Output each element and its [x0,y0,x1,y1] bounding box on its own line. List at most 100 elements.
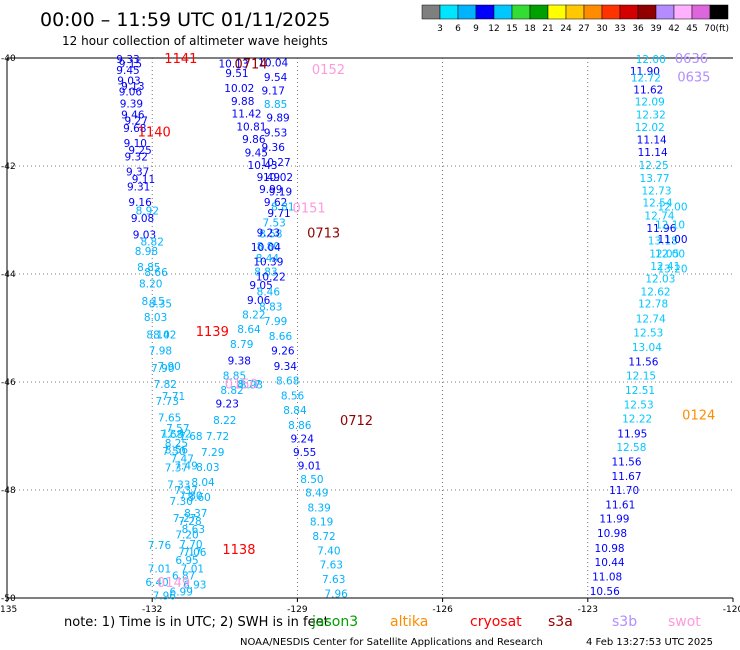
pass-time-label: 1140 [138,125,171,140]
data-point-label: 6.95 [175,555,198,567]
data-point-label: 11.90 [630,66,660,78]
color-scale-label: 24 [560,24,572,34]
data-point-label: 9.26 [271,346,295,358]
data-point-label: 7.63 [322,574,345,586]
data-point-label: 11.67 [611,471,641,483]
data-point-label: 8.85 [137,262,160,274]
data-point-label: 12.10 [655,219,685,231]
data-point-label: 7.99 [264,316,287,328]
color-scale-swatch [529,4,549,20]
data-point-label: 8.39 [307,502,330,514]
data-point-label: 9.24 [291,434,315,446]
color-scale-swatch [457,4,477,20]
data-point-label: 7.90 [151,363,174,375]
data-point-label: 9.15 [119,58,142,70]
data-point-label: 8.46 [257,286,281,298]
data-point-label: 8.04 [191,477,215,489]
footer-credit: NOAA/NESDIS Center for Satellite Applica… [240,637,543,648]
data-point-label: 7.98 [149,346,172,358]
data-point-label: 9.23 [216,399,239,411]
data-point-label: 12.58 [616,442,646,454]
data-point-label: 8.14 [146,329,170,341]
data-point-label: 12.78 [638,299,668,311]
data-point-label: 12.62 [641,286,671,298]
data-point-label: 8.63 [182,524,205,536]
color-scale-swatch [493,4,513,20]
data-point-label: 12.41 [650,261,680,273]
data-point-label: 9.19 [269,186,292,198]
data-point-label: 7.76 [148,540,172,552]
data-point-label: 8.98 [135,246,158,258]
data-point-label: 8.80 [257,241,280,253]
y-tick-label: -50 [1,594,16,604]
data-point-label: 9.03 [133,230,156,242]
data-point-label: 11.61 [605,500,635,512]
y-tick-label: -48 [1,486,16,496]
data-point-label: 13.77 [640,173,670,185]
data-point-label: 8.15 [141,296,164,308]
color-scale-label: 9 [473,24,479,34]
data-point-label: 8.66 [269,331,293,343]
data-point-label: 8.83 [254,266,277,278]
pass-time-label: 0149 [157,576,190,591]
x-tick-label: -132 [142,605,162,615]
data-point-label: 12.00 [657,202,687,214]
data-point-label: 9.39 [120,98,143,110]
data-point-label: 8.22 [242,310,265,322]
data-point-label: 12.53 [624,400,654,412]
data-point-label: 8.44 [256,253,280,265]
data-point-label: 7.47 [171,454,194,466]
data-point-label: 8.56 [281,391,305,403]
data-point-label: 11.14 [637,135,667,147]
data-point-label: 8.37 [184,508,207,520]
data-point-label: 9.06 [119,86,143,98]
data-point-label: 8.77 [237,379,260,391]
y-tick-label: -44 [1,270,16,280]
data-point-label: 7.50 [162,446,185,458]
color-scale-swatch [547,4,567,20]
color-scale-swatch [583,4,603,20]
data-point-label: 12.03 [645,273,675,285]
pass-time-label: 1139 [196,325,229,340]
data-point-label: 9.38 [228,355,251,367]
data-point-label: 8.66 [144,267,168,279]
data-point-label: 9.32 [125,151,148,163]
x-tick-label: -129 [287,605,308,615]
data-point-label: 8.83 [259,301,282,313]
data-point-label: 9.33 [116,54,139,66]
data-point-label: 11.56 [611,456,641,468]
data-point-label: 12.73 [641,185,671,197]
data-point-label: 13.04 [632,342,662,354]
data-point-label: 11.42 [232,109,262,121]
data-point-label: 12.54 [642,198,672,210]
data-point-label: 9.11 [132,174,155,186]
data-point-label: 7.17 [178,547,201,559]
data-point-label: 7.37 [174,485,197,497]
data-point-label: 11.70 [609,485,639,497]
satellite-legend-entry: altika [390,614,428,630]
data-point-label: 9.34 [274,361,298,373]
data-point-label: 13.18 [648,236,678,248]
plot-area [6,57,733,599]
grid-lines [6,58,734,602]
data-point-label: 8.81 [271,202,294,214]
data-point-label: 9.86 [242,134,266,146]
y-tick-label: -40 [1,54,16,64]
data-point-label: 9.68 [123,123,146,135]
data-point-label: 7.01 [181,563,204,575]
color-scale-swatch [421,4,441,20]
data-point-label: 12.09 [635,97,665,109]
pass-annotations: 1141 1140 1139 1138 0714 0713 0712 0152 0151 0150… [138,52,716,591]
color-scale-label: 6 [455,24,461,34]
data-point-label: 8.82 [141,237,164,249]
data-point-label: 10.02 [224,83,254,95]
axis-tick-labels: -135 -132 -129 -126 -123 -120 -40 -42 -44 -46 -48 -… [0,54,740,615]
data-point-label: 12.15 [626,371,656,383]
data-point-label: 7.28 [178,516,201,528]
data-point-label: 12.32 [636,110,666,122]
data-point-label: 7.96 [153,590,177,602]
data-point-label: 8.93 [240,380,263,392]
data-point-label: 9.54 [264,72,288,84]
data-point-label: 9.13 [121,81,144,93]
